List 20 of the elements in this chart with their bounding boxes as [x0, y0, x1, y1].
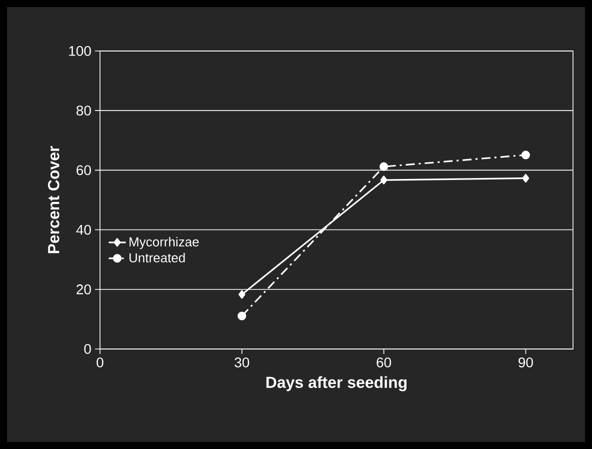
- y-tick-label: 40: [76, 224, 91, 235]
- x-tick-label: 60: [376, 358, 392, 368]
- x-tick-label: 30: [234, 358, 250, 368]
- y-tick-label: 20: [76, 284, 91, 294]
- y-tick-label: 80: [76, 106, 91, 116]
- point: [380, 176, 388, 184]
- point: [521, 150, 530, 160]
- point: [238, 312, 246, 320]
- y-tick-label: 60: [76, 165, 91, 176]
- legend-label: Mycorrhizae: [130, 236, 199, 250]
- x-tick-label: 90: [518, 358, 533, 368]
- x-axis-title: Days after seeding: [266, 376, 407, 392]
- point: [380, 162, 388, 171]
- y-tick-label: 100: [69, 46, 91, 56]
- x-tick-label: 0: [96, 358, 104, 368]
- legend-label: Untreated: [130, 252, 185, 262]
- point: [522, 174, 530, 183]
- point: [238, 290, 246, 299]
- y-axis-title: Percent Cover: [48, 146, 60, 254]
- y-tick-label: 0: [84, 344, 91, 354]
